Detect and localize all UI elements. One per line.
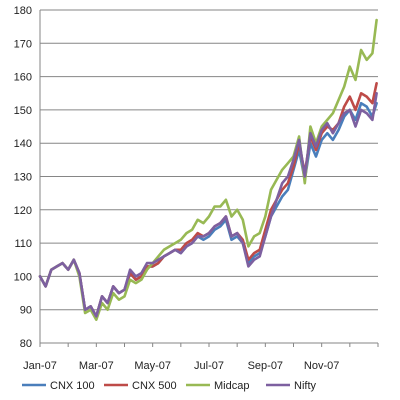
x-tick-label: Sep-07	[248, 360, 283, 372]
x-tick-label: Jan-07	[23, 360, 57, 372]
legend-label: Nifty	[294, 380, 317, 392]
legend-label: CNX 100	[50, 380, 95, 392]
x-axis-tick-labels: Jan-07 Mar-07 May-07 Jul-07 Sep-07 Nov-07	[23, 360, 339, 372]
axes	[39, 10, 379, 347]
y-tick-label: 120	[14, 205, 32, 217]
series-lines	[38, 18, 378, 322]
y-tick-label: 100	[14, 271, 32, 283]
y-tick-label: 180	[14, 5, 32, 17]
y-tick-label: 110	[14, 238, 32, 250]
y-tick-label: 160	[14, 72, 32, 84]
y-tick-label: 90	[20, 305, 32, 317]
y-tick-label: 80	[20, 338, 32, 350]
series-line-nifty	[38, 92, 378, 318]
legend-item: CNX 100	[22, 380, 95, 392]
y-axis-tick-labels: 80 90 100 110 120 130 140 150 160 170 180	[14, 5, 32, 350]
gridlines	[40, 9, 378, 344]
legend-item: Midcap	[186, 380, 249, 392]
legend: CNX 100 CNX 500 Midcap Nifty	[22, 380, 317, 392]
legend-item: Nifty	[266, 380, 317, 392]
series-line-midcap	[38, 18, 378, 322]
x-tick-label: Mar-07	[79, 360, 114, 372]
x-tick-label: Nov-07	[304, 360, 339, 372]
x-tick-label: May-07	[134, 360, 171, 372]
legend-label: Midcap	[214, 380, 249, 392]
x-tick-label: Jul-07	[194, 360, 224, 372]
y-tick-label: 140	[14, 138, 32, 150]
legend-label: CNX 500	[132, 380, 177, 392]
legend-item: CNX 500	[104, 380, 177, 392]
y-tick-label: 150	[14, 105, 32, 117]
y-tick-label: 170	[14, 38, 32, 50]
series-line-cnx-500	[38, 82, 378, 318]
y-tick-label: 130	[14, 172, 32, 184]
